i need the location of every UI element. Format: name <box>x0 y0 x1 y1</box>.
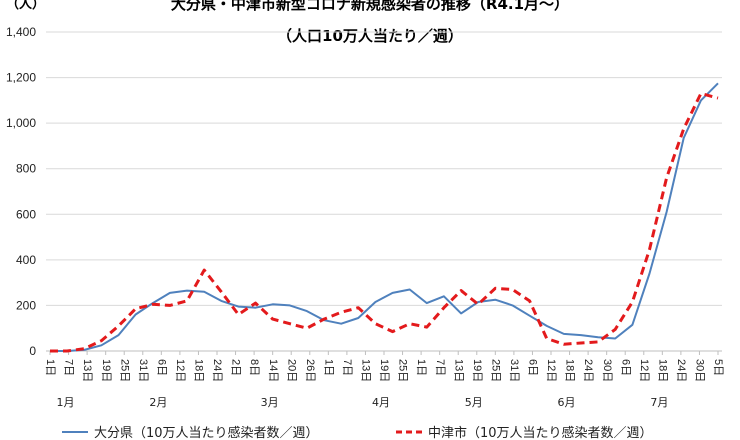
x-tick-label: 13日 <box>360 359 372 382</box>
x-tick-label: 6日 <box>619 359 631 376</box>
y-tick-label: 0 <box>29 344 36 358</box>
legend-label-1: 中津市（10万人当たり感染者数／週） <box>428 425 653 440</box>
x-tick-label: 19日 <box>378 359 390 382</box>
x-tick-label: 2日 <box>230 359 242 376</box>
x-tick-label: 30日 <box>601 359 613 382</box>
month-label: 5月 <box>465 396 483 409</box>
chart-title: 大分県・中津市新型コロナ新規感染者の推移（R4.1月～） <box>171 0 569 13</box>
month-label: 1月 <box>57 396 75 409</box>
x-tick-label: 25日 <box>397 359 409 382</box>
month-label: 7月 <box>650 396 668 409</box>
y-tick-label: 1,000 <box>6 116 36 130</box>
axes: 0 200 400 600 800 1,000 1,200 1,400 1日 7日 13日 19日 25… <box>6 25 724 409</box>
x-tick-label: 19日 <box>100 359 112 382</box>
x-tick-label: 25日 <box>118 359 130 382</box>
x-tick-label: 30日 <box>694 359 706 382</box>
x-tick-label: 14日 <box>267 359 279 382</box>
x-tick-label: 6日 <box>527 359 539 376</box>
x-tick-label: 19日 <box>471 359 483 382</box>
month-label: 4月 <box>372 396 390 409</box>
x-tick-label: 31日 <box>508 359 520 382</box>
y-tick-label: 1,200 <box>6 71 36 85</box>
x-tick-label: 1日 <box>322 359 334 376</box>
month-label: 6月 <box>558 396 576 409</box>
x-tick-label: 18日 <box>564 359 576 382</box>
y-tick-label: 200 <box>16 298 36 312</box>
series-line-0 <box>50 82 719 352</box>
x-tick-label: 26日 <box>304 359 316 382</box>
x-tick-label: 6日 <box>155 359 167 376</box>
grid <box>46 31 722 306</box>
x-tick-label: 7日 <box>434 359 446 376</box>
chart-ylabel: （人） <box>6 0 45 12</box>
x-tick-label: 7日 <box>341 359 353 376</box>
x-tick-label: 18日 <box>656 359 668 382</box>
legend-label-0: 大分県（10万人当たり感染者数／週） <box>94 425 319 440</box>
x-tick-label: 24日 <box>582 359 594 382</box>
x-tick-label: 12日 <box>545 359 557 382</box>
x-tick-label: 25日 <box>489 359 501 382</box>
series-line-1 <box>50 92 719 353</box>
y-tick-label: 400 <box>16 253 36 267</box>
x-tick-label: 1日 <box>415 359 427 376</box>
chart-subtitle: （人口10万人当たり／週） <box>277 27 463 45</box>
y-tick-label: 800 <box>16 162 36 176</box>
x-tick-label: 18日 <box>193 359 205 382</box>
x-tick-label: 1日 <box>44 359 56 376</box>
x-tick-label: 24日 <box>211 359 223 382</box>
x-tick-label: 31日 <box>137 359 149 382</box>
x-tick-label: 8日 <box>248 359 260 376</box>
x-tick-label: 24日 <box>675 359 687 382</box>
x-tick-label: 12日 <box>174 359 186 382</box>
x-tick-label: 13日 <box>452 359 464 382</box>
month-label: 3月 <box>261 396 279 409</box>
month-label: 2月 <box>149 396 167 409</box>
y-tick-label: 1,400 <box>6 25 36 39</box>
x-tick-label: 20日 <box>285 359 297 382</box>
x-tick-label: 13日 <box>81 359 93 382</box>
x-tick-label: 12日 <box>638 359 650 382</box>
plot-area <box>50 82 719 353</box>
y-tick-label: 600 <box>16 207 36 221</box>
x-tick-label: 5日 <box>712 359 724 376</box>
x-tick-label: 7日 <box>63 359 75 376</box>
legend: 大分県（10万人当たり感染者数／週） 中津市（10万人当たり感染者数／週） <box>62 425 653 440</box>
